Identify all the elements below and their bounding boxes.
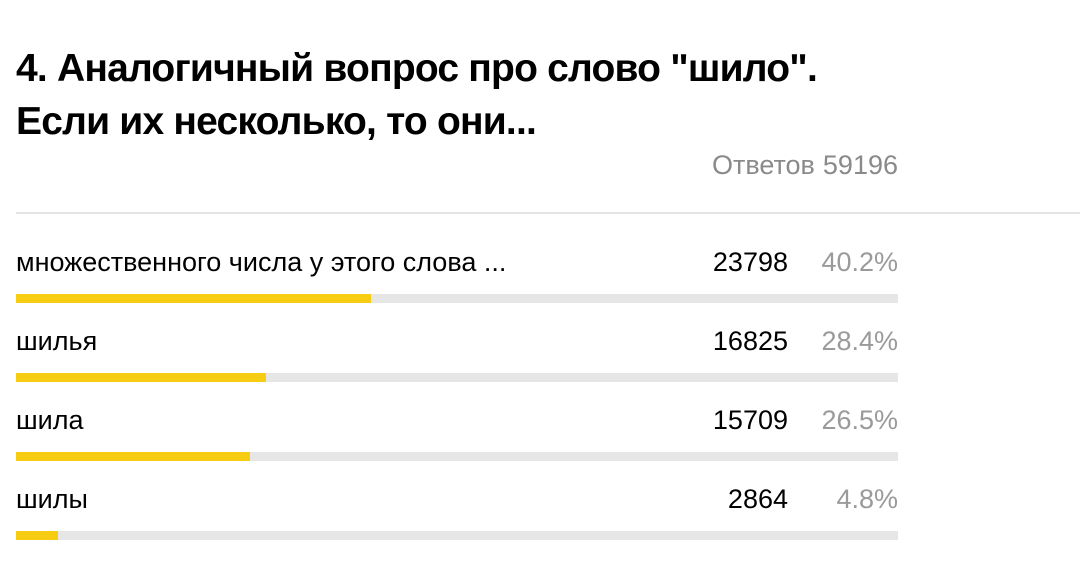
result-bar-track <box>16 294 898 303</box>
answer-count: 23798 <box>712 247 788 277</box>
answer-count: 16825 <box>712 326 788 356</box>
answer-label: шилья <box>16 326 98 356</box>
result-bar-fill <box>16 531 59 540</box>
result-bar-track <box>16 531 898 540</box>
answer-option-4: шилы 2864 4.8% <box>16 481 898 541</box>
result-bar-fill <box>16 373 267 382</box>
question-title-line-2: Если их несколько, то они... <box>16 100 537 143</box>
answer-label: множественного числа у этого слова ... <box>16 247 507 277</box>
result-bar-fill <box>16 452 250 461</box>
result-bar-track <box>16 373 898 382</box>
question-title-line-1: 4. Аналогичный вопрос про слово "шило". <box>16 47 818 90</box>
responses-count: 59196 <box>822 150 898 180</box>
divider <box>16 212 1080 214</box>
answer-percent: 26.5% <box>821 405 898 435</box>
question-title: 4. Аналогичный вопрос про слово "шило". … <box>16 42 1016 148</box>
answer-percent: 40.2% <box>821 247 898 277</box>
answer-option-2: шилья 16825 28.4% <box>16 323 898 383</box>
answer-label: шила <box>16 405 84 435</box>
answer-count: 2864 <box>727 484 788 514</box>
answer-option-1: множественного числа у этого слова ... 2… <box>16 244 898 304</box>
result-bar-track <box>16 452 898 461</box>
result-bar-fill <box>16 294 371 303</box>
responses-label: Ответов <box>711 150 815 180</box>
answer-option-3: шила 15709 26.5% <box>16 402 898 462</box>
answer-count: 15709 <box>712 405 788 435</box>
answer-percent: 4.8% <box>836 484 898 514</box>
answer-label: шилы <box>16 484 88 514</box>
responses-total: Ответов 59196 <box>704 150 898 181</box>
answer-percent: 28.4% <box>821 326 898 356</box>
